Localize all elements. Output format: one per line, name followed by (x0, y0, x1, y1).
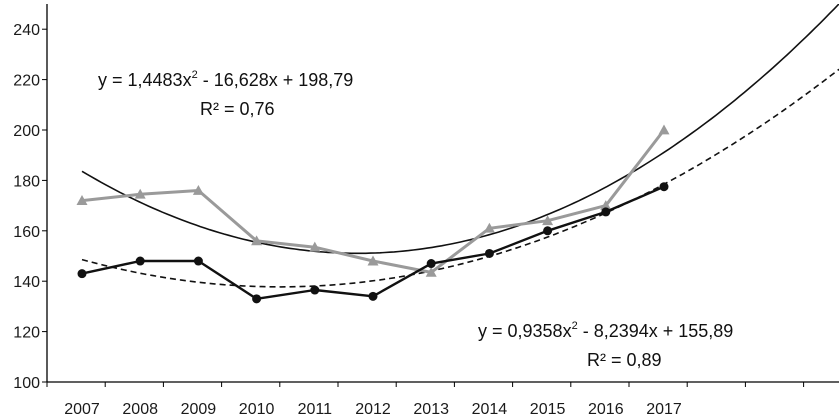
data-point (76, 195, 88, 205)
x-tick-label: 2017 (646, 401, 682, 418)
data-point (193, 256, 203, 266)
x-tick-label: 2008 (122, 401, 158, 418)
data-point (367, 255, 379, 266)
trendlines (81, 4, 839, 288)
data-point (659, 182, 669, 192)
data-point (135, 256, 145, 266)
y-tick-label: 200 (13, 123, 40, 140)
trendline-2 (81, 68, 839, 288)
data-point (483, 222, 495, 233)
data-point (310, 285, 320, 295)
series-2 (77, 182, 669, 304)
data-point (192, 184, 204, 195)
x-tick-labels: 2007 2008 2009 2010 2011 2012 2013 2014 2015 2016… (64, 401, 682, 418)
y-tick-label: 180 (13, 173, 40, 190)
data-point (252, 294, 262, 304)
data-point (658, 124, 670, 135)
data-point (309, 241, 321, 252)
x-tick-label: 2010 (239, 401, 275, 418)
x-tick-label: 2011 (298, 401, 333, 418)
r-squared-2: R² = 0,89 (587, 350, 662, 370)
data-point (251, 235, 263, 246)
trendline-1 (81, 4, 839, 255)
y-tick-label: 140 (13, 274, 40, 291)
y-tick-label: 240 (13, 22, 40, 39)
equation-2: y = 0,9358x2 - 8,2394x + 155,89 (478, 320, 733, 341)
series-1 (76, 124, 670, 277)
x-tick-label: 2013 (413, 401, 449, 418)
r-squared-1: R² = 0,76 (200, 99, 275, 119)
x-tick-label: 2016 (588, 401, 624, 418)
data-point (77, 269, 87, 279)
data-point (601, 207, 611, 217)
series (76, 124, 670, 304)
data-point (542, 215, 554, 226)
data-point (426, 259, 436, 269)
x-tick-label: 2014 (472, 401, 508, 418)
data-point (368, 291, 378, 301)
data-point (600, 200, 612, 210)
y-tick-labels: 100 120 140 160 180 200 220 240 (13, 22, 40, 392)
y-tick-label: 120 (13, 325, 40, 342)
x-tick-label: 2012 (355, 401, 391, 418)
y-tick-label: 160 (13, 224, 40, 241)
x-tick-label: 2009 (181, 401, 217, 418)
data-point (425, 266, 437, 277)
data-point (134, 188, 146, 199)
data-point (484, 248, 494, 258)
series-line (81, 185, 665, 300)
data-point (543, 226, 553, 236)
equation-1: y = 1,4483x2 - 16,628x + 198,79 (98, 69, 353, 90)
axes (42, 4, 839, 387)
x-tick-label: 2007 (64, 401, 100, 418)
x-tick-label: 2015 (530, 401, 566, 418)
y-tick-label: 100 (13, 375, 40, 392)
y-tick-label: 220 (13, 73, 40, 90)
